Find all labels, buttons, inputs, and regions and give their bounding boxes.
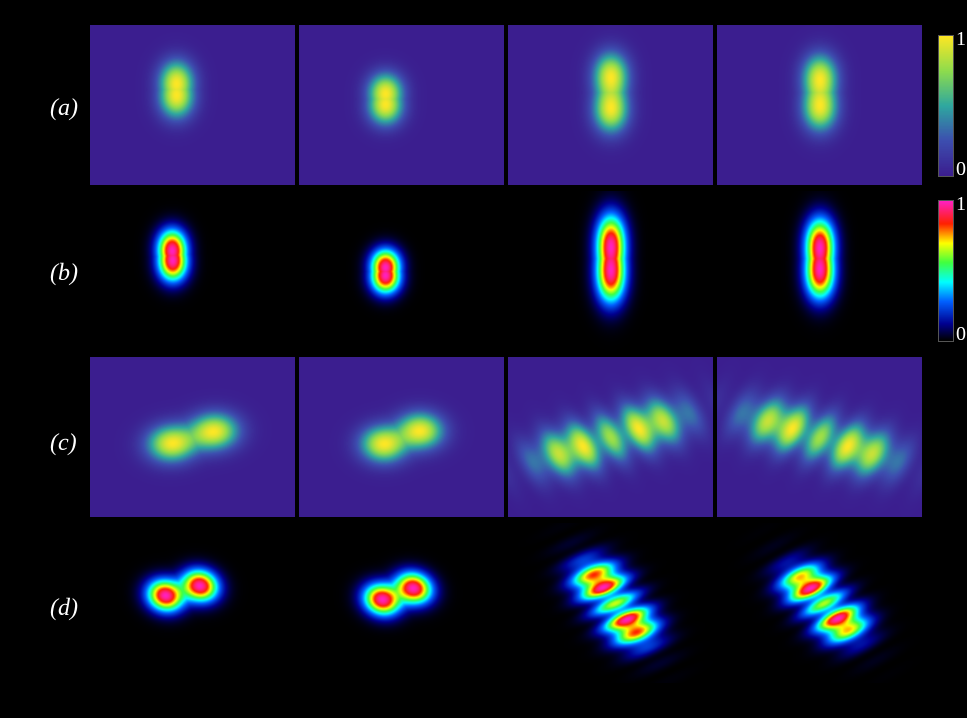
figure-row-d xyxy=(90,523,960,683)
colorbar-jet-max: 1 xyxy=(956,193,966,216)
panel-r1-c2 xyxy=(508,191,713,351)
intensity-plot xyxy=(90,523,295,683)
panel-r3-c1 xyxy=(299,523,504,683)
panel-r0-c2 xyxy=(508,25,713,185)
panel-r0-c3 xyxy=(717,25,922,185)
panel-r2-c2 xyxy=(508,357,713,517)
intensity-plot xyxy=(717,357,922,517)
colorbar-jet-min: 0 xyxy=(956,323,966,346)
panel-r3-c3 xyxy=(717,523,922,683)
intensity-plot xyxy=(717,191,922,351)
panel-r2-c1 xyxy=(299,357,504,517)
colorbar-jet xyxy=(938,200,954,342)
intensity-plot xyxy=(508,523,713,683)
colorbar-viridis-max: 1 xyxy=(956,28,966,51)
intensity-plot xyxy=(717,25,922,185)
panel-r2-c3 xyxy=(717,357,922,517)
panel-r2-c0 xyxy=(90,357,295,517)
panel-r0-c0 xyxy=(90,25,295,185)
panel-r0-c1 xyxy=(299,25,504,185)
panel-r1-c1 xyxy=(299,191,504,351)
row-label-b: (b) xyxy=(50,260,78,287)
figure-row-a xyxy=(90,25,960,185)
panel-r3-c0 xyxy=(90,523,295,683)
intensity-plot xyxy=(508,357,713,517)
row-label-c: (c) xyxy=(50,430,77,457)
intensity-plot xyxy=(299,25,504,185)
intensity-plot xyxy=(508,25,713,185)
figure-row-c xyxy=(90,357,960,517)
figure-grid xyxy=(90,25,960,705)
colorbar-viridis xyxy=(938,35,954,177)
intensity-plot xyxy=(717,523,922,683)
panel-r1-c0 xyxy=(90,191,295,351)
colorbar-viridis-min: 0 xyxy=(956,158,966,181)
figure-row-b xyxy=(90,191,960,351)
intensity-plot xyxy=(299,523,504,683)
intensity-plot xyxy=(90,191,295,351)
intensity-plot xyxy=(90,25,295,185)
panel-r1-c3 xyxy=(717,191,922,351)
intensity-plot xyxy=(299,191,504,351)
intensity-plot xyxy=(299,357,504,517)
row-label-a: (a) xyxy=(50,95,78,122)
row-label-d: (d) xyxy=(50,595,78,622)
intensity-plot xyxy=(90,357,295,517)
intensity-plot xyxy=(508,191,713,351)
panel-r3-c2 xyxy=(508,523,713,683)
